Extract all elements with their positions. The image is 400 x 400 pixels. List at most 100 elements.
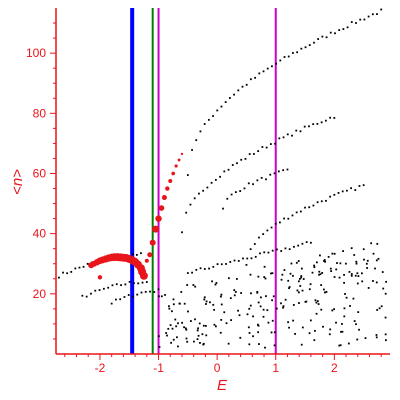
data-point-121: [282, 136, 285, 139]
data-point-199: [325, 199, 327, 202]
data-point-62: [237, 89, 240, 92]
data-point-283: [315, 301, 318, 304]
data-point-326: [330, 270, 333, 272]
data-point-341: [167, 327, 170, 330]
data-point-38: [110, 302, 113, 305]
data-point-158: [220, 263, 223, 266]
data-point-363: [193, 340, 195, 343]
data-point-194: [304, 206, 306, 209]
data-point-385: [290, 262, 293, 265]
data-point-36: [141, 281, 144, 284]
highlight-point-26: [158, 205, 165, 211]
data-point-299: [189, 320, 192, 322]
data-point-414: [169, 324, 172, 327]
data-point-229: [252, 315, 254, 318]
data-point-421: [160, 295, 163, 298]
data-point-106: [219, 175, 221, 178]
data-point-77: [300, 47, 303, 50]
data-point-196: [312, 204, 315, 207]
data-point-266: [197, 327, 199, 330]
data-point-415: [164, 294, 166, 296]
data-point-174: [288, 248, 291, 251]
data-point-380: [353, 254, 356, 256]
data-point-66: [254, 76, 257, 79]
data-point-164: [246, 257, 249, 260]
data-point-132: [329, 116, 332, 119]
data-point-295: [372, 252, 375, 255]
data-point-254: [356, 282, 359, 285]
data-point-462: [321, 272, 324, 274]
y-tick-label: 100: [26, 46, 46, 60]
data-point-384: [343, 273, 345, 276]
data-point-4: [70, 271, 73, 273]
data-point-107: [223, 170, 226, 173]
data-point-271: [329, 328, 332, 331]
data-point-257: [247, 326, 250, 329]
data-point-146: [273, 172, 276, 175]
data-point-448: [256, 323, 259, 326]
data-point-319: [356, 338, 359, 341]
data-point-238: [271, 299, 274, 302]
data-point-247: [319, 273, 322, 276]
data-point-279: [214, 325, 217, 328]
data-point-198: [320, 200, 323, 203]
data-point-96: [380, 8, 383, 11]
data-point-172: [280, 250, 283, 252]
data-point-95: [376, 13, 378, 15]
data-point-92: [363, 18, 366, 21]
data-point-120: [278, 137, 281, 140]
data-point-461: [213, 323, 216, 326]
data-point-404: [298, 302, 300, 304]
data-point-113: [248, 153, 251, 155]
data-point-159: [225, 263, 227, 265]
data-point-425: [382, 287, 385, 290]
data-point-182: [253, 243, 256, 245]
data-point-446: [273, 344, 276, 347]
data-point-32: [124, 283, 127, 286]
data-point-180: [245, 263, 248, 266]
data-point-427: [348, 271, 351, 273]
data-point-284: [338, 276, 341, 279]
data-point-315: [238, 314, 241, 317]
data-point-219: [248, 307, 251, 310]
data-point-272: [233, 289, 236, 291]
data-point-93: [367, 15, 370, 18]
data-point-101: [198, 192, 200, 195]
data-point-440: [259, 296, 262, 299]
data-point-466: [292, 304, 295, 306]
data-point-353: [297, 291, 300, 294]
data-point-318: [158, 295, 160, 298]
data-point-130: [320, 121, 323, 124]
data-point-44: [136, 293, 139, 296]
data-point-317: [186, 340, 189, 343]
data-point-218: [311, 271, 314, 274]
data-point-278: [209, 301, 211, 304]
y-tick-labels: 20 40 60 80 100: [26, 46, 46, 301]
data-point-202: [337, 191, 340, 194]
data-point-354: [372, 280, 374, 282]
data-point-61: [233, 93, 235, 96]
data-point-136: [230, 193, 233, 196]
data-point-133: [333, 117, 336, 119]
data-point-245: [239, 336, 242, 339]
data-point-303: [264, 277, 267, 280]
data-point-439: [263, 265, 266, 268]
data-point-444: [385, 280, 388, 283]
data-point-118: [269, 143, 272, 145]
data-point-244: [376, 242, 379, 245]
data-point-436: [194, 285, 197, 288]
data-point-340: [339, 262, 342, 265]
data-point-104: [210, 181, 213, 184]
data-point-138: [239, 190, 242, 192]
data-point-2: [62, 271, 64, 274]
data-point-232: [211, 280, 213, 283]
data-point-301: [170, 341, 173, 344]
data-point-288: [355, 262, 358, 265]
data-point-193: [299, 210, 302, 213]
highlight-point-22: [147, 252, 153, 258]
data-point-420: [300, 275, 303, 277]
data-point-23: [85, 295, 88, 298]
data-point-117: [265, 146, 268, 149]
data-point-428: [338, 344, 341, 347]
